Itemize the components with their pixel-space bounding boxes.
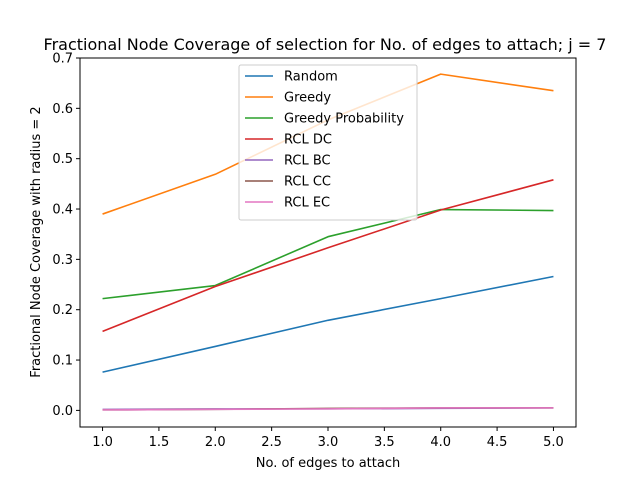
- legend-label-rcl-cc: RCL CC: [284, 175, 331, 190]
- x-tick-label: 3.0: [318, 435, 339, 450]
- legend-box: [238, 64, 418, 221]
- y-axis: 0.0 0.1 0.2 0.3 0.4 0.5 0.6 0.7: [52, 52, 80, 419]
- series-line-random: [102, 275, 554, 373]
- chart-title: Fractional Node Coverage of selection fo…: [44, 35, 607, 54]
- plot-area: [102, 73, 554, 411]
- y-tick-label: 0.5: [52, 152, 73, 167]
- x-axis-label: No. of edges to attach: [256, 456, 400, 471]
- x-tick-label: 5.0: [543, 435, 564, 450]
- y-tick-label: 0.3: [52, 253, 73, 268]
- series-line-greedy-probability: [102, 208, 554, 300]
- x-tick-label: 2.5: [261, 435, 282, 450]
- legend: Random Greedy Greedy Probability RCL DC RCL …: [238, 64, 418, 221]
- x-tick-label: 2.0: [205, 435, 226, 450]
- x-tick-label: 4.5: [487, 435, 508, 450]
- x-tick-label: 1.5: [149, 435, 170, 450]
- legend-label-rcl-bc: RCL BC: [284, 154, 331, 169]
- x-axis: 1.0 1.5 2.0 2.5 3.0 3.5 4.0 4.5 5.0: [92, 427, 564, 450]
- y-tick-label: 0.6: [52, 102, 73, 117]
- series-line-rcl-dc: [102, 179, 554, 333]
- legend-label-greedy: Greedy: [284, 91, 331, 106]
- legend-label-random: Random: [284, 70, 338, 85]
- x-tick-label: 3.5: [374, 435, 395, 450]
- y-axis-label: Fractional Node Coverage with radius = 2: [29, 106, 44, 377]
- x-tick-label: 1.0: [92, 435, 113, 450]
- legend-label-greedy-probability: Greedy Probability: [284, 112, 404, 127]
- y-tick-label: 0.0: [52, 404, 73, 419]
- legend-label-rcl-dc: RCL DC: [284, 133, 332, 148]
- y-tick-label: 0.7: [52, 52, 73, 67]
- y-tick-label: 0.2: [52, 303, 73, 318]
- x-tick-label: 4.0: [430, 435, 451, 450]
- series-line-rcl-ec: [102, 407, 554, 411]
- legend-label-rcl-ec: RCL EC: [284, 196, 330, 211]
- y-tick-label: 0.1: [52, 354, 73, 369]
- y-tick-label: 0.4: [52, 203, 73, 218]
